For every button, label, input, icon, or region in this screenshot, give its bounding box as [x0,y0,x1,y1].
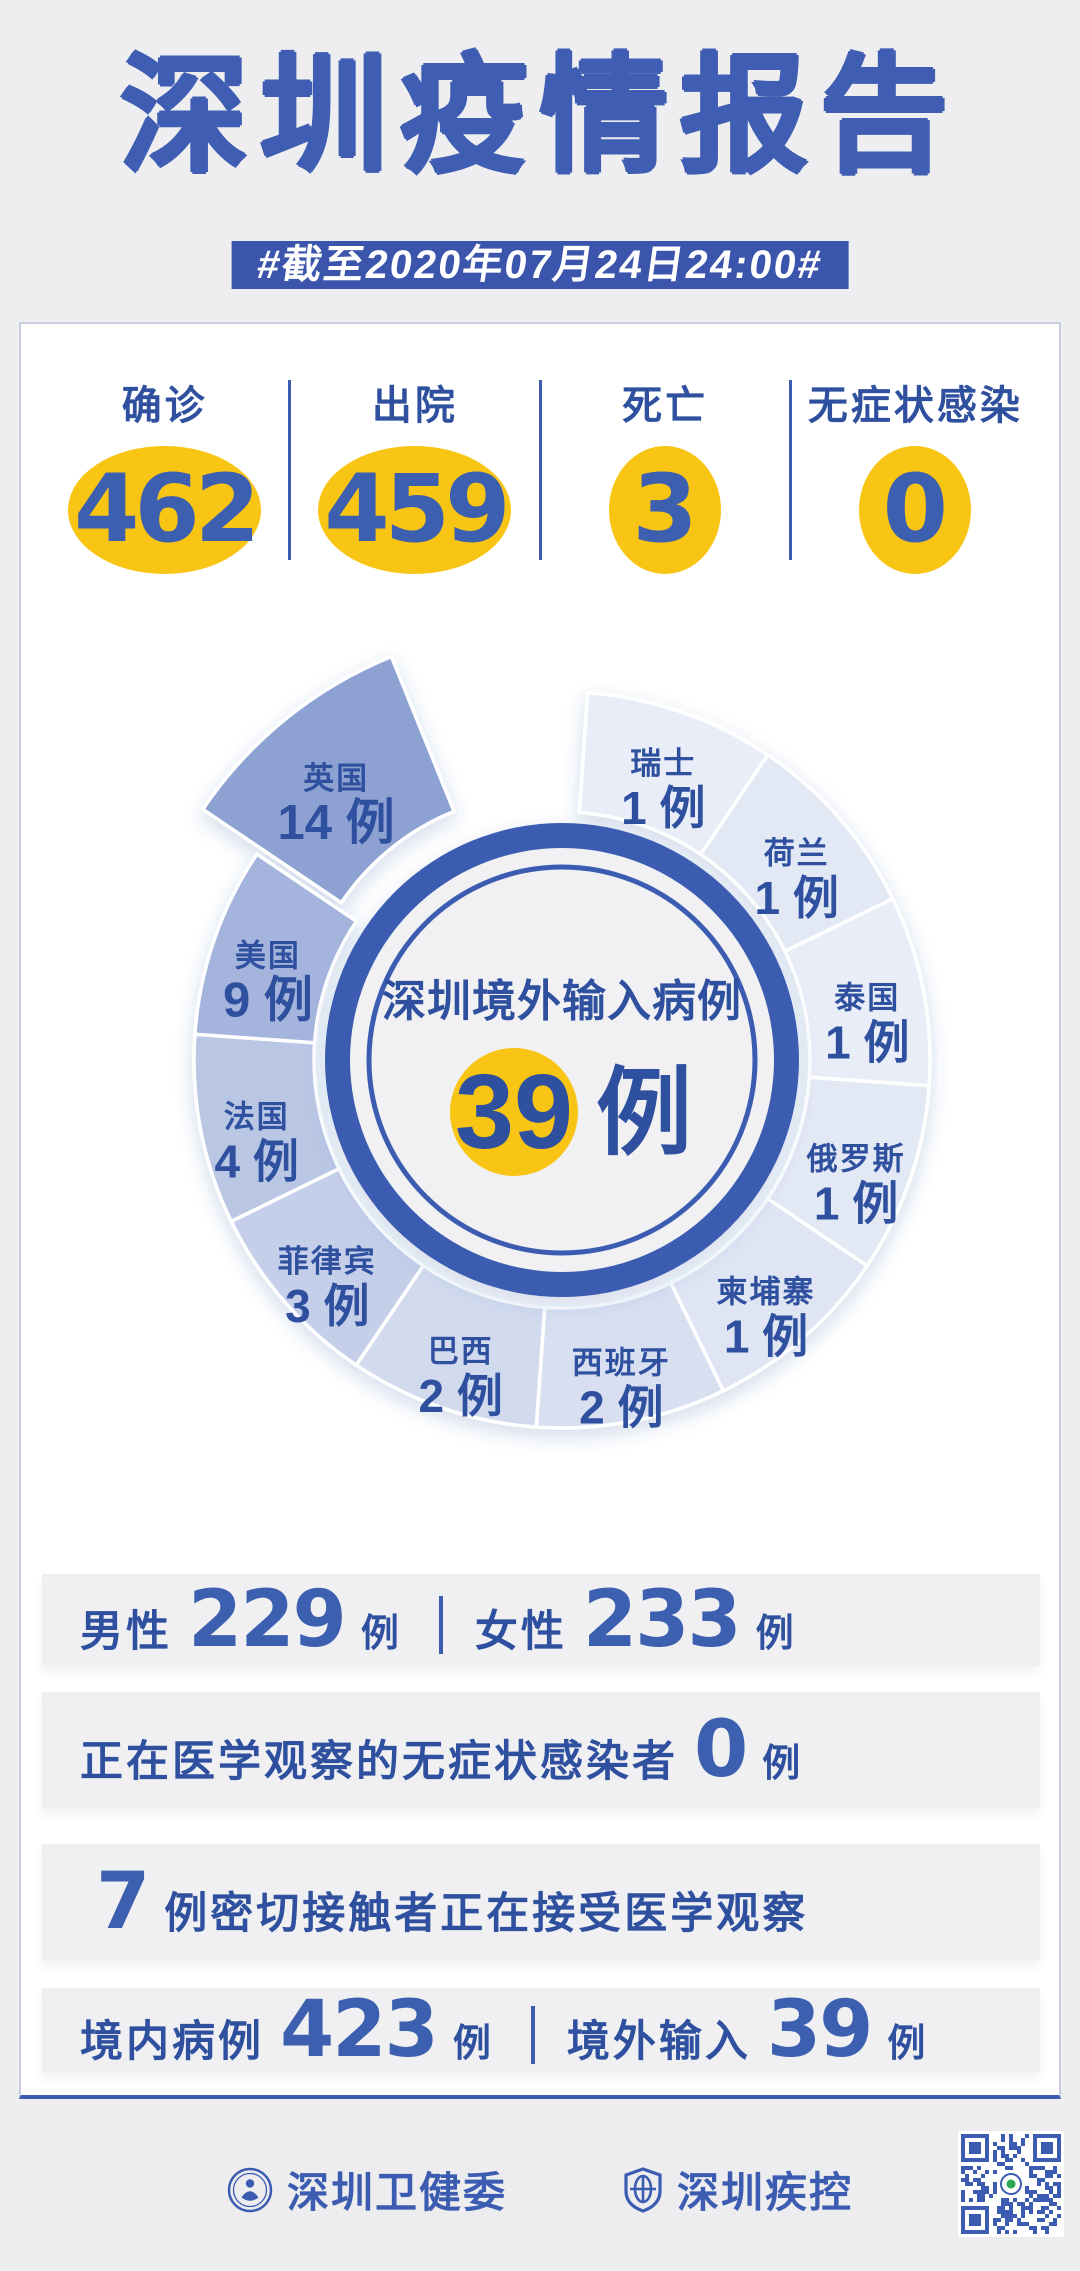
donut-slice-7 [229,1166,426,1367]
stat-value: 233 [582,1575,742,1665]
donut-slice-3 [765,1075,931,1268]
stat-value: 0 [694,1705,748,1795]
strip-divider [530,2006,535,2064]
donut-slice-1 [698,753,895,954]
slice-count-label: 1 例 [755,872,839,924]
donut-slice-8 [192,1032,341,1224]
slice-count-label: 1 例 [825,1017,909,1069]
slice-country-label: 泰国 [834,981,900,1016]
unit-label: 例 [755,1613,794,1655]
summary-value: 0 [882,455,949,564]
summary-label: 确诊 [121,384,208,428]
summary-value-circle: 462 [68,446,262,574]
stat-label: 例密切接触者正在接受医学观察 [164,1890,809,1938]
slice-country-label: 英国 [303,761,369,796]
summary-value: 462 [74,455,260,564]
summary-value: 459 [324,455,510,564]
slice-count-label: 9 例 [223,974,313,1028]
slice-country-label: 荷兰 [764,836,830,871]
summary-label: 死亡 [622,384,709,428]
summary-value-circle: 0 [859,446,972,574]
stat-label: 境外输入 [566,2018,751,2066]
org-health-commission: 深圳卫健委 [227,2159,507,2220]
summary-label: 出院 [371,384,458,428]
slice-country-label: 菲律宾 [278,1244,377,1279]
slice-count-label: 14 例 [278,796,395,850]
summary-value-circle: 3 [609,446,722,574]
org-label: 深圳疾控 [677,2169,854,2216]
unit-label: 例 [360,1613,399,1655]
slice-country-label: 美国 [235,939,301,974]
donut-slice-5 [534,1281,726,1430]
stat-value: 39 [766,1985,874,2075]
donut-slice-10 [201,654,456,905]
summary-label: 无症状感染 [807,384,1023,428]
summary-item: 出院 459 [291,380,538,574]
cdc-shield-logo-icon [624,2166,662,2213]
health-commission-logo-icon [227,2167,273,2212]
donut-center-title: 深圳境外输入病例 [382,977,742,1026]
slice-count-label: 2 例 [419,1370,503,1422]
qr-code [958,2131,1064,2237]
summary-item: 无症状感染 0 [792,380,1039,574]
summary-value-circle: 459 [318,446,512,574]
slice-country-label: 柬埔寨 [717,1275,816,1310]
donut-slice-9 [193,852,359,1045]
stat-strip: 正在医学观察的无症状感染者 0 例 [42,1692,1040,1808]
footer: 深圳卫健委 深圳疾控 [0,2103,1080,2271]
stat-strip: 男性 229 例 女性 233 例 [42,1574,1040,1666]
footer-orgs: 深圳卫健委 深圳疾控 [0,2159,1080,2220]
org-label: 深圳卫健委 [286,2169,507,2216]
donut-center-value: 39 [455,1053,573,1171]
slice-count-label: 1 例 [724,1311,808,1363]
slice-country-label: 瑞士 [630,746,696,781]
summary-item: 死亡 3 [542,380,789,574]
summary-divider [288,380,292,560]
stat-value: 229 [188,1575,347,1665]
unit-label: 例 [762,1743,801,1785]
unit-label: 例 [452,2023,491,2065]
summary-divider [788,380,792,560]
stat-label: 境内病例 [80,2018,264,2066]
slice-count-label: 1 例 [621,782,705,834]
summary-divider [538,380,542,560]
stat-strip: 7 例密切接触者正在接受医学观察 [42,1844,1040,1960]
page-title: 深圳疫情报告 [119,45,960,188]
slice-country-label: 法国 [224,1099,290,1134]
date-banner: #截至2020年07月24日24:00# [231,241,849,289]
slice-count-label: 4 例 [215,1135,299,1187]
slice-count-label: 1 例 [814,1177,898,1229]
slice-country-label: 西班牙 [572,1345,671,1380]
donut-slice-0 [577,691,770,857]
summary-value: 3 [632,455,698,564]
slice-count-label: 3 例 [285,1280,369,1332]
slice-count-label: 2 例 [579,1381,663,1433]
donut-slice-6 [354,1263,547,1429]
donut-slice-4 [668,1196,869,1393]
slice-country-label: 俄罗斯 [806,1141,906,1176]
stat-value: 7 [96,1857,150,1947]
donut-center-unit: 例 [596,1060,692,1167]
date-banner-text: #截至2020年07月24日24:00# [254,243,826,287]
summary-item: 确诊 462 [41,380,288,574]
unit-label: 例 [887,2023,926,2065]
stat-label: 女性 [474,1608,567,1656]
stat-label: 男性 [80,1608,172,1656]
donut-slice-2 [783,896,932,1088]
stat-strip: 境内病例 423 例 境外输入 39 例 [42,1988,1040,2072]
summary-row: 确诊 462 出院 459 死亡 3 无症状感染 0 [41,380,1039,574]
stat-label: 正在医学观察的无症状感染者 [80,1738,678,1786]
org-cdc: 深圳疾控 [623,2159,853,2220]
slice-country-label: 巴西 [428,1334,494,1369]
strip-divider [438,1596,443,1654]
stat-value: 423 [280,1985,439,2075]
